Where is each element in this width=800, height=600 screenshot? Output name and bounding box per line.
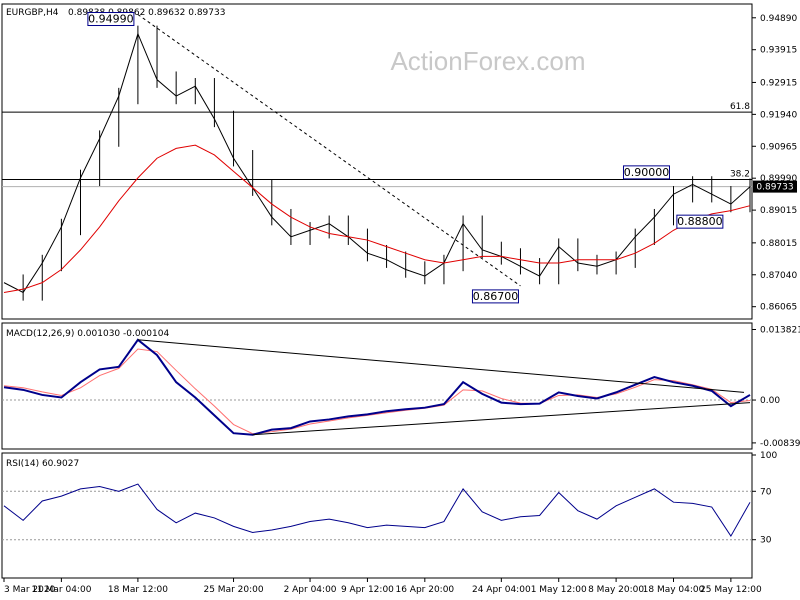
x-tick-label: 25 May 12:00 [700, 585, 762, 595]
rsi-y-tick-label: 100 [760, 451, 777, 461]
x-tick-label: 18 Mar 12:00 [108, 585, 168, 595]
trend-line-dashed [137, 14, 521, 287]
price-y-tick-label: 0.86065 [760, 303, 797, 313]
x-tick-label: 25 Mar 20:00 [203, 585, 263, 595]
price-annotation-box [676, 214, 724, 229]
price-series-line [3, 32, 751, 294]
macd-line [3, 338, 751, 436]
price-y-tick-label: 0.89015 [760, 206, 797, 216]
price-annotation-label: 0.90000 [624, 166, 670, 179]
price-layer: 61.8 38.2 0.94990 0.86700 0.90000 0.88800 [2, 12, 752, 304]
rsi-title: RSI(14) 60.9027 [6, 459, 79, 469]
current-price-tag [753, 180, 797, 193]
price-y-tick-label: 0.90965 [760, 142, 797, 152]
macd-lower-trend-line [252, 402, 751, 436]
x-tick-label: 8 May 20:00 [588, 585, 644, 595]
x-tick-label: 18 May 04:00 [643, 585, 705, 595]
ohlc-label: 0.89838 0.89862 0.89632 0.89733 [68, 8, 225, 18]
price-annotation-box [471, 289, 519, 304]
x-tick-label: 1 May 12:00 [531, 585, 587, 595]
price-y-tick-label: 0.93915 [760, 46, 797, 56]
x-tick-label: 24 Apr 04:00 [472, 585, 531, 595]
price-y-tick-label: 0.87040 [760, 271, 797, 281]
price-y-tick-label: 0.88015 [760, 239, 797, 249]
x-tick-label: 3 Mar 2020 [4, 585, 56, 595]
price-annotation-label: 0.86700 [473, 290, 519, 303]
x-tick-label: 2 Apr 04:00 [284, 585, 337, 595]
axis-layer: 0.94890 0.93915 0.92915 0.91940 0.90965 0.899… [3, 14, 800, 595]
fib-level-label: 38.2 [730, 170, 750, 180]
macd-signal-line [3, 348, 751, 435]
rsi-layer [3, 483, 751, 538]
price-y-tick-label: 0.92915 [760, 78, 797, 88]
price-panel-frame [1, 3, 753, 320]
watermark-text: ActionForex.com [390, 46, 585, 76]
macd-layer [3, 338, 751, 436]
rsi-y-tick-label: 30 [760, 536, 772, 546]
macd-upper-trend-line [137, 339, 745, 393]
price-annotation-box [622, 165, 670, 180]
x-tick-label: 11 Mar 04:00 [31, 585, 91, 595]
macd-panel-frame [1, 322, 753, 450]
price-annotation-label: 0.94990 [88, 13, 134, 26]
current-price-tag-label: 0.89733 [756, 183, 793, 193]
price-annotation-label: 0.88800 [677, 215, 723, 228]
fib-level-label: 61.8 [730, 102, 750, 112]
grid-layer [2, 399, 752, 541]
rsi-line [3, 483, 751, 538]
symbol-label: EURGBP,H4 [6, 8, 59, 18]
macd-y-tick-label: -0.008397 [760, 439, 800, 449]
price-y-tick-label: 0.91940 [760, 110, 797, 120]
macd-y-tick-label: 0.013821 [760, 325, 800, 335]
price-annotation-box [87, 12, 135, 27]
macd-y-tick-label: 0.00 [760, 396, 780, 406]
price-y-tick-label: 0.94890 [760, 14, 797, 24]
rsi-y-tick-label: 70 [760, 487, 772, 497]
x-tick-label: 9 Apr 12:00 [341, 585, 394, 595]
x-tick-label: 16 Apr 20:00 [395, 585, 454, 595]
price-y-tick-label: 0.89990 [760, 174, 797, 184]
rsi-panel-frame [1, 452, 753, 579]
moving-average-line [3, 144, 751, 293]
macd-title: MACD(12,26,9) 0.001030 -0.000104 [6, 329, 169, 339]
